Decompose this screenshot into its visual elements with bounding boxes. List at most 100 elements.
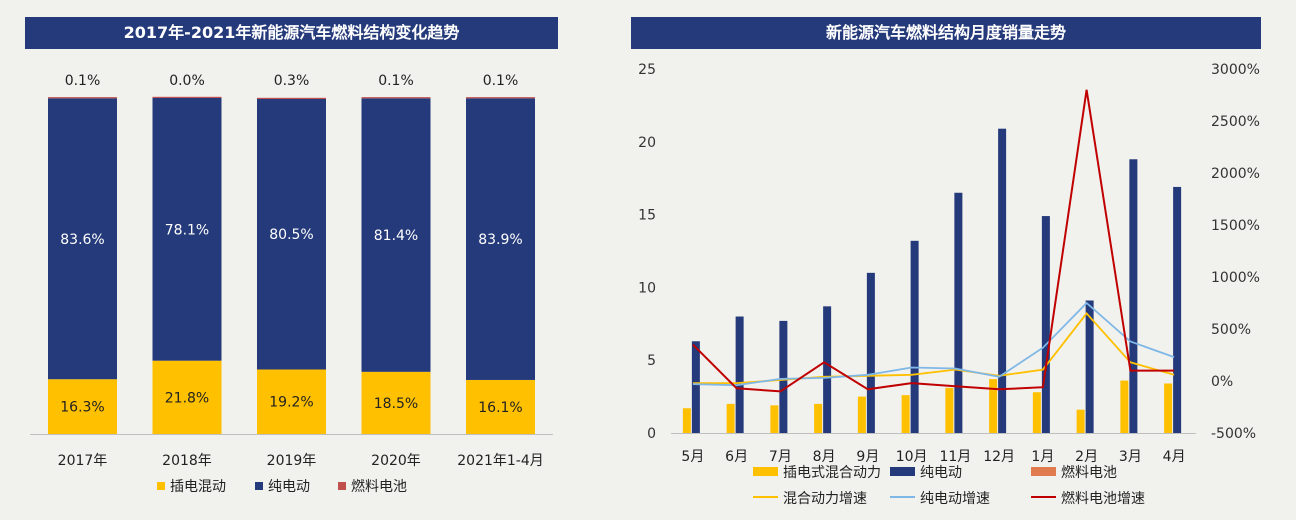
bar-纯电动-2018年 bbox=[152, 98, 222, 361]
legend-swatch-插电混动 bbox=[157, 482, 165, 490]
y-left-tick-label: 5 bbox=[647, 353, 656, 369]
x-tick-label: 2019年 bbox=[267, 453, 317, 469]
data-label: 80.5% bbox=[269, 227, 313, 243]
bar-纯电动-1月 bbox=[1041, 216, 1050, 433]
legend-swatch-纯电动 bbox=[890, 467, 915, 476]
y-right-tick-label: -500% bbox=[1211, 426, 1256, 442]
bar-插电混动-2019年 bbox=[257, 369, 326, 434]
y-right-tick-label: 500% bbox=[1211, 322, 1251, 338]
y-right-tick-label: 1000% bbox=[1211, 270, 1260, 286]
bar-纯电动-6月 bbox=[735, 316, 744, 433]
x-tick-label: 9月 bbox=[856, 449, 879, 465]
x-tick-label: 11月 bbox=[939, 449, 971, 465]
right-chart-title: 新能源汽车燃料结构月度销量走势 bbox=[631, 17, 1261, 49]
legend-swatch-插电式混合动力 bbox=[753, 467, 778, 476]
legend-label: 插电混动 bbox=[170, 479, 226, 495]
x-tick-label: 2月 bbox=[1075, 449, 1098, 465]
data-label: 78.1% bbox=[165, 222, 209, 238]
data-label: 19.2% bbox=[269, 395, 313, 411]
y-left-tick-label: 15 bbox=[638, 208, 656, 224]
x-tick-label: 7月 bbox=[769, 449, 792, 465]
data-label: 21.8% bbox=[165, 390, 209, 406]
data-label: 16.3% bbox=[60, 400, 104, 416]
line-混合动力增速 bbox=[692, 311, 1175, 385]
data-label: 0.0% bbox=[169, 73, 205, 89]
data-label: 0.1% bbox=[378, 73, 414, 89]
bar-燃料电池-2018年 bbox=[152, 96, 222, 98]
bar-燃料电池-2020年 bbox=[361, 97, 431, 99]
bar-燃料电池-2019年 bbox=[257, 97, 326, 100]
x-tick-label: 6月 bbox=[725, 449, 748, 465]
bar-纯电动-2019年 bbox=[257, 99, 326, 370]
bar-纯电动-12月 bbox=[998, 128, 1007, 434]
y-right-tick-label: 3000% bbox=[1211, 62, 1260, 78]
data-label: 16.1% bbox=[478, 400, 522, 416]
bar-插电式混合动力-3月 bbox=[1120, 380, 1129, 433]
legend-label: 纯电动 bbox=[920, 465, 962, 481]
x-tick-label: 2020年 bbox=[371, 453, 421, 469]
legend-swatch-燃料电池 bbox=[338, 482, 346, 490]
left-chart-title: 2017年-2021年新能源汽车燃料结构变化趋势 bbox=[25, 17, 558, 49]
legend-swatch-燃料电池 bbox=[1031, 467, 1056, 476]
line-燃料电池增速 bbox=[692, 89, 1175, 393]
bar-纯电动-10月 bbox=[910, 240, 919, 433]
bar-插电混动-2018年 bbox=[152, 360, 222, 434]
legend-label: 纯电动 bbox=[268, 479, 310, 495]
bar-纯电动-7月 bbox=[779, 320, 788, 433]
data-label: 0.3% bbox=[274, 73, 310, 89]
x-tick-label: 2017年 bbox=[58, 453, 108, 469]
legend-label: 燃料电池 bbox=[1061, 464, 1117, 481]
x-tick-label: 5月 bbox=[681, 449, 704, 465]
y-left-tick-label: 0 bbox=[647, 426, 656, 442]
bar-燃料电池-2021年1-4月 bbox=[466, 97, 535, 99]
data-label: 83.6% bbox=[60, 232, 104, 248]
bar-插电式混合动力-1月 bbox=[1032, 392, 1041, 433]
bar-插电式混合动力-5月 bbox=[682, 408, 691, 433]
legend-label: 纯电动增速 bbox=[920, 491, 990, 507]
bar-插电混动-2021年1-4月 bbox=[466, 379, 535, 434]
bar-纯电动-2017年 bbox=[48, 98, 117, 380]
y-right-tick-label: 2500% bbox=[1211, 114, 1260, 130]
data-label: 83.9% bbox=[478, 232, 522, 248]
bar-插电式混合动力-11月 bbox=[945, 387, 954, 433]
data-label: 0.1% bbox=[65, 73, 101, 89]
bar-插电式混合动力-4月 bbox=[1164, 383, 1173, 433]
bar-插电式混合动力-9月 bbox=[857, 396, 866, 433]
bar-纯电动-8月 bbox=[823, 306, 832, 433]
bar-插电混动-2020年 bbox=[361, 371, 431, 434]
right-chart-panel: 新能源汽车燃料结构月度销量走势 0 5 10 15 20 25 -500% 0% 500% 100… bbox=[631, 0, 1261, 520]
data-label: 18.5% bbox=[374, 396, 418, 412]
bar-纯电动-4月 bbox=[1173, 186, 1182, 433]
bar-燃料电池-2017年 bbox=[48, 97, 117, 99]
bar-插电式混合动力-2月 bbox=[1076, 409, 1085, 433]
data-label: 0.1% bbox=[483, 73, 519, 89]
bar-纯电动-11月 bbox=[954, 192, 963, 433]
right-combo-chart: 0 5 10 15 20 25 -500% 0% 500% 1000% 1500% 2000% 2500… bbox=[638, 62, 1260, 507]
x-tick-label: 12月 bbox=[983, 449, 1015, 465]
bar-纯电动-2020年 bbox=[361, 98, 431, 372]
x-tick-label: 3月 bbox=[1119, 449, 1142, 465]
y-left-tick-label: 10 bbox=[638, 280, 656, 296]
bar-插电式混合动力-8月 bbox=[814, 403, 823, 433]
bar-纯电动-9月 bbox=[866, 272, 875, 433]
legend-swatch-纯电动 bbox=[255, 482, 263, 490]
legend-label: 混合动力增速 bbox=[783, 491, 867, 507]
data-label: 81.4% bbox=[374, 228, 418, 244]
y-right-tick-label: 1500% bbox=[1211, 218, 1260, 234]
left-chart-panel: 2017年-2021年新能源汽车燃料结构变化趋势 16.3% 83.6% 0.1% 2… bbox=[25, 0, 558, 520]
x-tick-label: 2018年 bbox=[162, 453, 212, 469]
line-纯电动增速 bbox=[692, 301, 1175, 387]
y-right-tick-label: 0% bbox=[1211, 374, 1233, 390]
y-left-tick-label: 25 bbox=[638, 62, 656, 78]
x-tick-label: 10月 bbox=[896, 449, 928, 465]
legend-label: 燃料电池增速 bbox=[1061, 490, 1145, 507]
bar-纯电动-3月 bbox=[1129, 159, 1138, 433]
bar-纯电动-5月 bbox=[691, 341, 700, 433]
legend-label: 插电式混合动力 bbox=[783, 465, 881, 481]
y-left-tick-label: 20 bbox=[638, 135, 656, 151]
bar-插电混动-2017年 bbox=[48, 379, 117, 434]
bar-插电式混合动力-6月 bbox=[726, 403, 735, 433]
y-right-tick-label: 2000% bbox=[1211, 166, 1260, 182]
x-tick-label: 4月 bbox=[1163, 449, 1186, 465]
x-tick-label: 1月 bbox=[1031, 449, 1054, 465]
